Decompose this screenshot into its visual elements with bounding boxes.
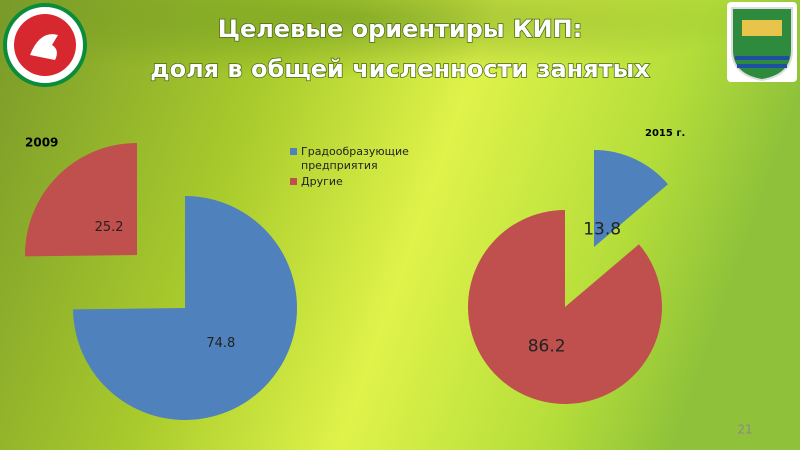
pie-slice [467,210,662,404]
data-label: 25.2 [95,220,124,235]
pie-slice [594,150,668,247]
slide-title: доля в общей численности занятых [150,55,650,83]
background-glow [0,0,800,120]
logo-right [727,2,797,82]
legend-label: Градообразующие предприятия [301,145,409,172]
chart-title: 2015 г. [645,128,685,139]
page-number: 21 [737,423,752,437]
data-label: 74.8 [206,336,235,351]
slide-title: Целевые ориентиры КИП: [218,15,583,43]
chart-title: 2009 [25,136,58,150]
data-label: 86.2 [528,337,566,357]
legend-swatch [290,148,297,155]
pie-slice [73,196,297,421]
legend-label: Другие [301,175,343,188]
legend-swatch [290,178,297,185]
logo-left [3,3,87,87]
data-label: 13.8 [583,219,621,239]
pie-slice [25,143,137,257]
